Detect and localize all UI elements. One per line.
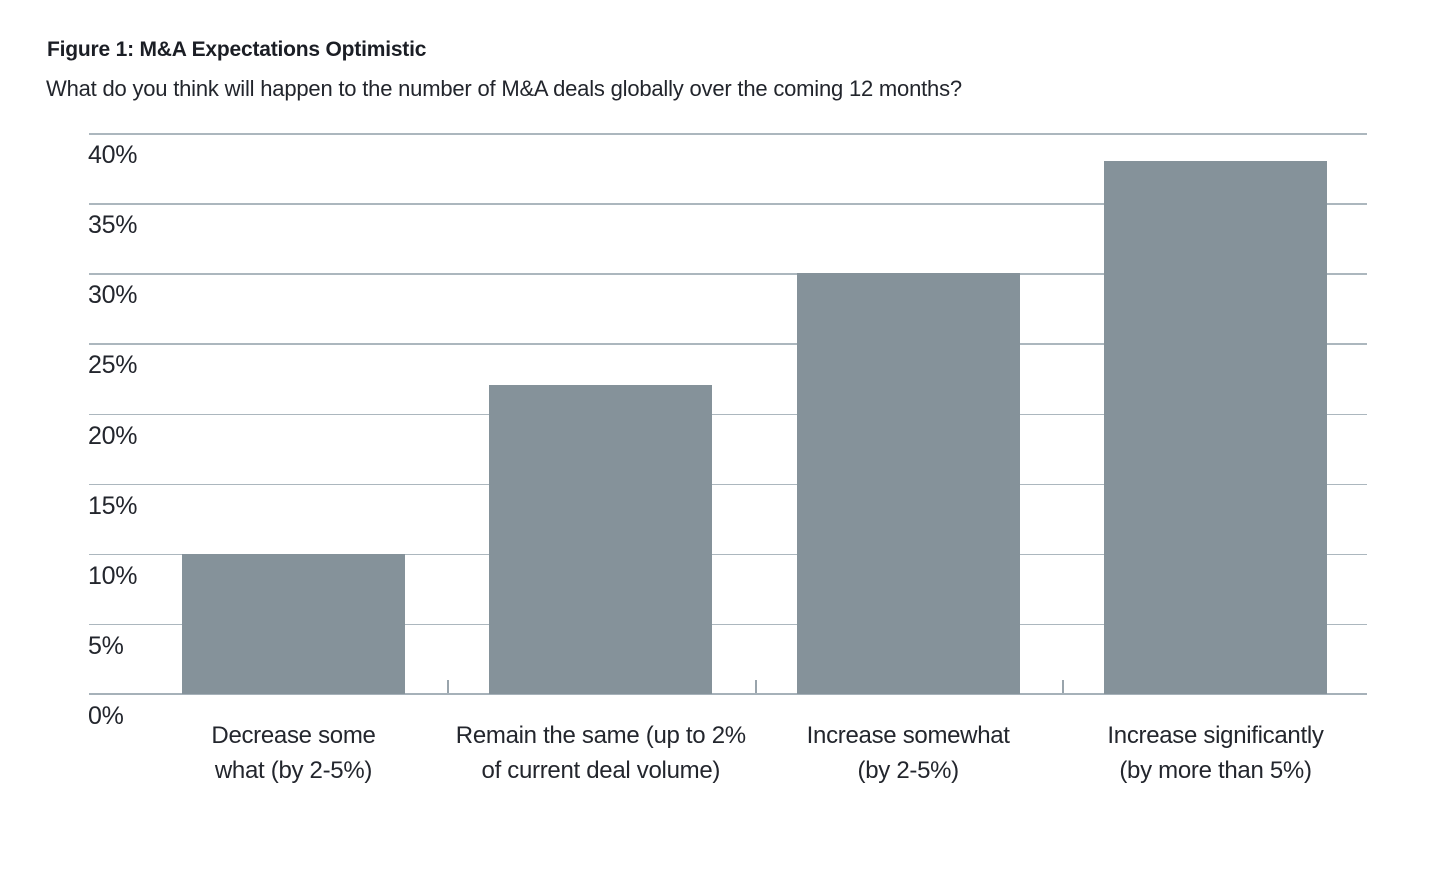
bar: [1104, 161, 1327, 694]
y-axis-label: 25%: [88, 351, 138, 380]
y-axis-label: 20%: [88, 421, 138, 450]
category-label: Increase somewhat (by 2-5%): [806, 722, 1010, 784]
category-tick: [1061, 680, 1064, 693]
gridline: [89, 623, 1367, 626]
figure-subtitle: What do you think will happen to the num…: [46, 76, 962, 101]
category-tick: [754, 680, 757, 693]
gridline: [89, 273, 1367, 275]
x-axis-line: [89, 693, 1367, 695]
y-axis-label: 30%: [88, 281, 138, 310]
y-axis-label: 15%: [88, 491, 138, 520]
gridline: [89, 133, 1367, 135]
bar: [796, 273, 1020, 694]
category-tick: [447, 680, 450, 693]
y-axis-label: 5%: [88, 631, 124, 660]
gridline: [89, 553, 1367, 556]
bar: [182, 553, 405, 694]
y-axis-label: 35%: [88, 211, 138, 240]
gridline: [89, 343, 1367, 345]
y-axis-label: 10%: [88, 561, 138, 590]
gridline: [89, 483, 1367, 486]
category-label: Increase significantly (by more than 5%): [1107, 722, 1324, 784]
y-axis-label: 0%: [88, 702, 124, 730]
category-label: Remain the same (up to 2% of current dea…: [455, 722, 746, 784]
y-axis-label: 40%: [88, 141, 138, 169]
bar: [489, 385, 713, 694]
category-label: Decrease some what (by 2-5%): [211, 722, 376, 784]
gridline: [89, 203, 1367, 205]
gridline: [89, 413, 1367, 415]
figure-title: Figure 1: M&A Expectations Optimistic: [47, 38, 427, 61]
